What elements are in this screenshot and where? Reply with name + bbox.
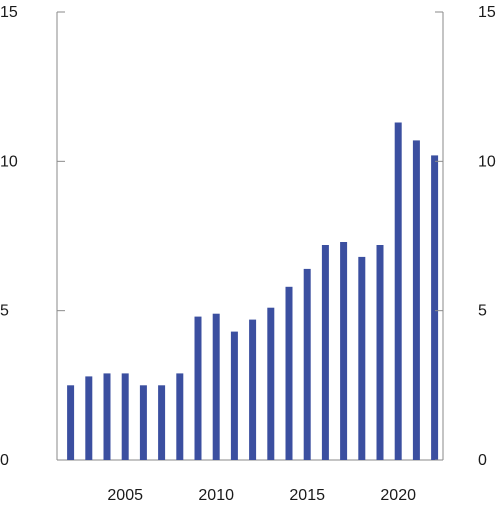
bar-2021 <box>412 140 420 460</box>
bar-2017 <box>340 242 348 460</box>
chart-bars <box>67 122 439 460</box>
bar-2008 <box>176 373 184 460</box>
x-tick-label: 2010 <box>198 487 234 504</box>
y-tick-left-label: 15 <box>0 4 18 21</box>
x-tick-label: 2015 <box>289 487 325 504</box>
y-tick-right-label: 15 <box>478 4 496 21</box>
y-tick-right-label: 0 <box>478 452 487 469</box>
bar-2019 <box>376 245 384 460</box>
bar-2012 <box>249 319 257 460</box>
y-axis-right-labels: 0 5 10 15 <box>435 4 496 469</box>
y-tick-left-label: 5 <box>0 303 9 320</box>
bar-2003 <box>85 376 93 460</box>
bar-2011 <box>230 331 238 460</box>
bar-2006 <box>139 385 147 460</box>
bar-2020 <box>394 122 402 460</box>
bar-2015 <box>303 268 311 460</box>
x-tick-label: 2005 <box>107 487 143 504</box>
bar-2004 <box>103 373 111 460</box>
bar-2018 <box>358 256 366 460</box>
bar-2014 <box>285 286 293 460</box>
y-tick-left-label: 10 <box>0 153 18 170</box>
bar-2007 <box>158 385 166 460</box>
bar-2009 <box>194 316 202 460</box>
bar-2010 <box>212 313 220 460</box>
bar-2013 <box>267 307 275 460</box>
y-tick-right-label: 5 <box>478 303 487 320</box>
y-tick-right-label: 10 <box>478 153 496 170</box>
x-tick-label: 2020 <box>380 487 416 504</box>
bar-2022 <box>431 155 439 460</box>
bar-2002 <box>67 385 75 460</box>
bar-2005 <box>121 373 129 460</box>
y-axis-left-labels: 0 5 10 15 <box>0 4 65 469</box>
bar-2016 <box>321 245 329 460</box>
x-axis-labels: 2005 2010 2015 2020 <box>107 487 416 504</box>
y-tick-left-label: 0 <box>0 452 9 469</box>
